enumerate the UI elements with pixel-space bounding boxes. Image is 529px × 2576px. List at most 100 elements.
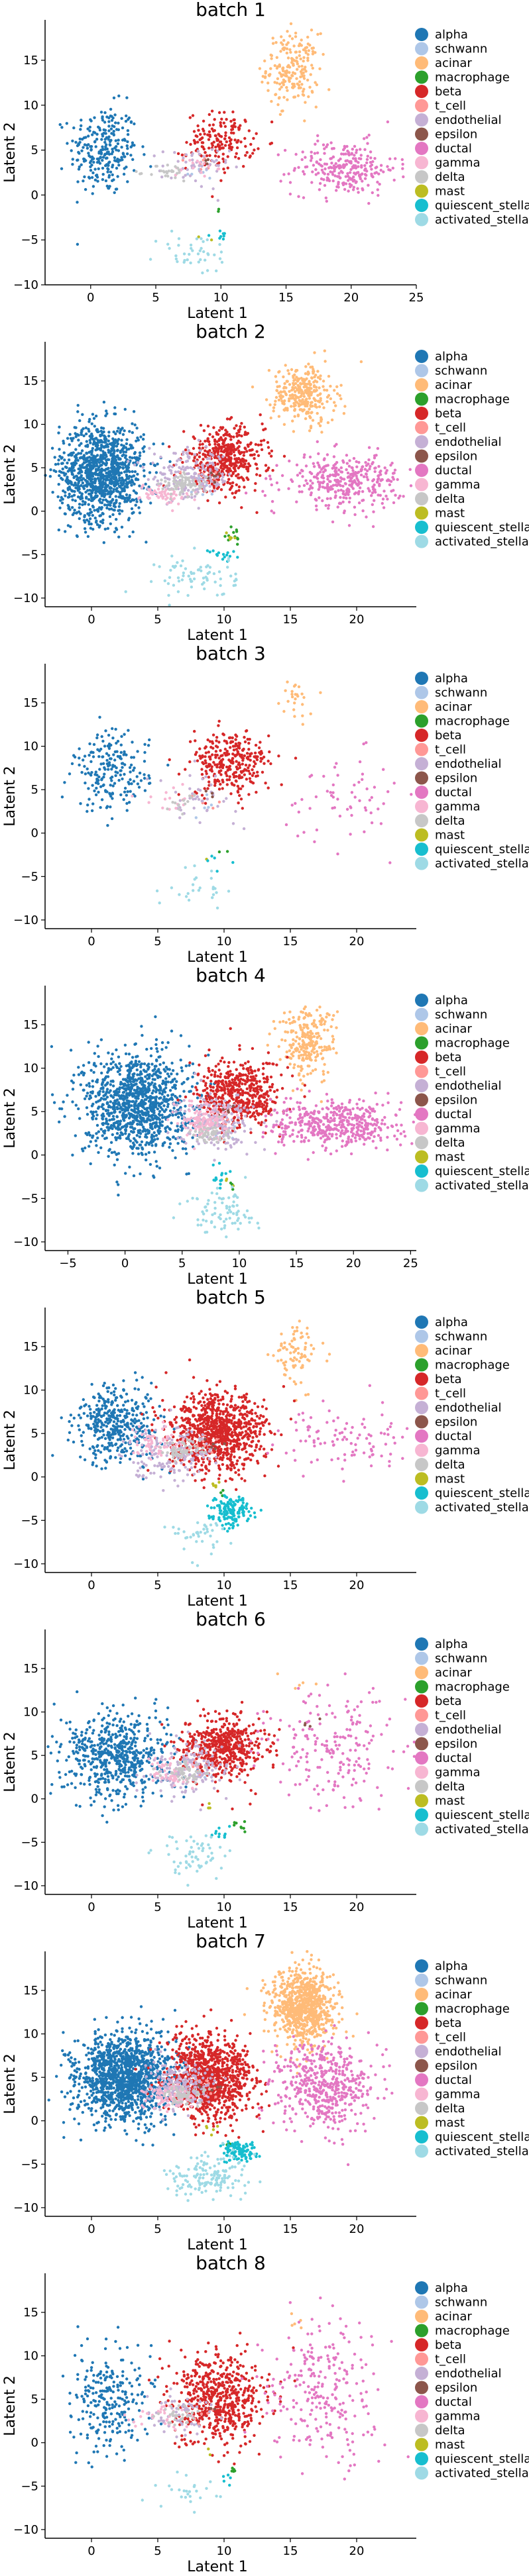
point-acinar: [273, 81, 276, 84]
point-ductal: [377, 474, 381, 478]
point-alpha: [57, 483, 60, 486]
point-ductal: [371, 486, 375, 489]
point-beta: [212, 449, 215, 452]
point-beta: [207, 755, 211, 758]
point-acinar: [299, 70, 303, 74]
point-alpha: [64, 491, 67, 494]
point-alpha: [124, 446, 127, 449]
point-ductal: [324, 196, 327, 199]
point-alpha: [105, 115, 109, 119]
point-alpha: [101, 166, 105, 170]
point-alpha: [68, 495, 71, 499]
point-ductal: [361, 187, 364, 190]
point-ductal: [364, 168, 367, 171]
point-beta: [191, 114, 195, 117]
point-acinar: [312, 368, 315, 371]
point-beta: [271, 469, 274, 472]
point-beta: [213, 763, 217, 766]
point-beta: [221, 146, 225, 150]
point-alpha: [76, 495, 80, 499]
point-alpha: [126, 147, 129, 150]
point-beta: [214, 750, 218, 753]
point-endothelial: [170, 176, 173, 180]
point-alpha: [162, 1095, 166, 1099]
point-alpha: [101, 755, 105, 758]
point-ductal: [317, 488, 320, 491]
point-alpha: [63, 474, 66, 477]
point-ductal: [361, 465, 365, 468]
point-delta: [172, 488, 175, 491]
point-beta: [229, 138, 233, 142]
point-acinar: [286, 65, 289, 69]
point-alpha: [124, 1132, 127, 1135]
point-ductal: [316, 461, 320, 464]
point-activated_stellate: [124, 590, 127, 593]
point-alpha: [170, 1029, 174, 1033]
point-alpha: [95, 174, 99, 177]
point-alpha: [139, 464, 143, 468]
point-alpha: [103, 772, 106, 776]
point-acinar: [298, 399, 301, 402]
point-alpha: [128, 470, 131, 474]
point-alpha: [121, 152, 125, 155]
point-beta: [220, 142, 224, 146]
point-alpha: [107, 768, 110, 771]
point-alpha: [111, 1115, 115, 1118]
point-alpha: [103, 121, 107, 124]
point-alpha: [94, 472, 98, 476]
point-alpha: [166, 1072, 170, 1076]
point-alpha: [143, 463, 146, 466]
point-quiescent_stellate: [221, 558, 225, 561]
point-alpha: [107, 431, 111, 434]
point-beta: [229, 416, 233, 419]
point-alpha: [80, 478, 84, 482]
point-ductal: [327, 474, 331, 478]
point-activated_stellate: [182, 252, 186, 256]
point-alpha: [87, 143, 90, 146]
point-ductal: [294, 801, 297, 805]
point-ductal: [382, 170, 385, 174]
point-beta: [216, 443, 220, 446]
point-alpha: [60, 462, 64, 465]
point-alpha: [131, 511, 134, 515]
point-ductal: [325, 178, 329, 182]
point-alpha: [143, 445, 146, 448]
point-ductal: [373, 499, 376, 502]
point-ductal: [351, 469, 355, 472]
point-ductal: [326, 489, 330, 493]
point-acinar: [309, 73, 312, 76]
point-alpha: [73, 508, 76, 512]
point-beta: [213, 118, 216, 121]
point-endothelial: [193, 453, 197, 456]
point-beta: [217, 501, 221, 505]
point-acinar: [294, 403, 297, 407]
point-beta: [243, 433, 247, 437]
point-ductal: [336, 852, 339, 856]
point-beta: [239, 425, 242, 429]
point-ductal: [361, 180, 364, 183]
point-ductal: [302, 196, 306, 199]
point-alpha: [95, 736, 99, 740]
point-beta: [264, 427, 267, 431]
point-acinar: [282, 402, 286, 405]
point-ductal: [351, 180, 355, 183]
point-ductal: [354, 159, 357, 162]
point-gamma: [172, 786, 175, 790]
point-ductal: [373, 488, 377, 491]
point-alpha: [139, 1172, 142, 1176]
point-acinar: [269, 67, 272, 70]
point-acinar: [304, 417, 308, 421]
point-endothelial: [194, 472, 198, 476]
y-tick-label: 0: [31, 827, 38, 841]
point-alpha: [111, 727, 114, 731]
point-beta: [232, 435, 235, 438]
point-alpha: [111, 124, 114, 128]
point-beta: [264, 469, 268, 473]
point-ductal: [365, 161, 369, 164]
point-alpha: [86, 518, 89, 522]
point-ductal: [275, 464, 278, 467]
point-ductal: [364, 809, 368, 812]
point-beta: [259, 760, 263, 763]
point-alpha: [86, 476, 89, 480]
point-alpha: [83, 514, 86, 517]
